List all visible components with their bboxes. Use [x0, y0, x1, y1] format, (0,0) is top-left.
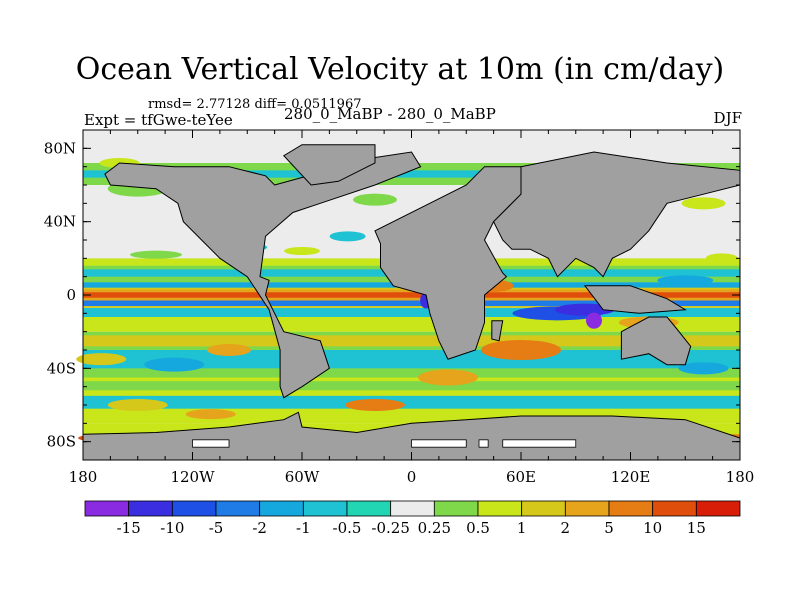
x-tick-label: 120W	[170, 468, 215, 486]
field-patch	[681, 197, 726, 210]
y-tick-label: 40N	[44, 213, 76, 231]
x-tick-label: 60W	[285, 468, 320, 486]
land-australia	[620, 316, 692, 366]
y-tick-label: 80N	[44, 139, 76, 157]
colorbar-label: -0.25	[371, 519, 409, 537]
field-patch	[76, 353, 127, 366]
equatorial-downwelling-band	[83, 300, 740, 306]
colorbar-label: 15	[687, 519, 706, 537]
land-antarctica	[82, 411, 741, 461]
field-patch	[481, 340, 561, 360]
field-patch	[284, 247, 320, 255]
colorbar-label: 10	[643, 519, 662, 537]
south-subtropic-band	[83, 350, 740, 369]
field-patch	[329, 231, 366, 242]
y-tick-label: 80S	[47, 433, 76, 451]
field-patch	[418, 369, 478, 386]
y-tick-label: 40S	[47, 359, 76, 377]
ice-shelf	[502, 439, 577, 448]
colorbar-label: 0.5	[466, 519, 490, 537]
stats-label: rmsd= 2.77128 diff= 0.0511967	[148, 97, 362, 112]
colorbar-label: -5	[209, 519, 224, 537]
y-tick-label: 0	[66, 286, 76, 304]
colorbar-swatch	[84, 500, 130, 517]
colorbar-label: 2	[561, 519, 571, 537]
x-tick-label: 180	[69, 468, 98, 486]
colorbar-label: -1	[296, 519, 311, 537]
colorbar-label: -0.5	[333, 519, 362, 537]
colorbar-swatch	[521, 500, 566, 517]
colorbar: -15 -10 -5 -2 -1 -0.5 -0.25 0.25 0.5 1 2 5 10 15	[84, 500, 741, 537]
colorbar-swatch	[171, 500, 217, 517]
x-tick-label: 180	[726, 468, 755, 486]
field-patch	[207, 344, 251, 356]
x-tick-label: 60E	[506, 468, 536, 486]
field-patch	[345, 399, 405, 411]
colorbar-label: -10	[160, 519, 184, 537]
southern-ocean-band	[83, 381, 740, 391]
colorbar-swatch	[695, 500, 741, 517]
land-mask	[82, 144, 741, 461]
field-patch	[554, 303, 615, 316]
chart-title: Ocean Vertical Velocity at 10m (in cm/da…	[75, 52, 725, 87]
land-greenland	[283, 144, 376, 186]
subpolar-band	[83, 170, 740, 178]
colorbar-swatch	[477, 500, 523, 517]
south-tropic-band	[83, 307, 740, 317]
equator-core-band	[83, 292, 740, 298]
colorbar-label: -15	[117, 519, 141, 537]
colorbar-swatch	[215, 500, 261, 517]
ice-shelf	[192, 439, 230, 448]
field-patch	[144, 357, 205, 372]
field-patch	[107, 399, 168, 411]
colorbar-swatch	[302, 500, 348, 517]
colorbar-swatch	[652, 500, 697, 517]
colorbar-label: -2	[252, 519, 267, 537]
field-patch	[678, 362, 729, 375]
colorbar-label: 0.25	[418, 519, 451, 537]
x-tick-label: 0	[407, 468, 417, 486]
land-indonesia	[583, 285, 687, 314]
colorbar-swatch	[564, 500, 610, 517]
field-patch	[130, 250, 182, 259]
colorbar-swatch	[608, 500, 654, 517]
colorbar-swatch	[346, 500, 392, 517]
colorbar-swatch	[433, 500, 479, 517]
land-madagascar	[491, 320, 504, 342]
colorbar-swatch	[128, 500, 173, 517]
field-patch	[353, 193, 397, 206]
season-label: DJF	[713, 109, 742, 127]
ice-shelf	[411, 439, 467, 448]
colorbar-swatch	[390, 500, 435, 517]
southern-ocean-band	[83, 395, 740, 409]
colorbar-swatch	[259, 500, 304, 517]
colorbar-label: 1	[517, 519, 527, 537]
field-patch	[185, 409, 236, 420]
land-africa-europe	[374, 166, 522, 360]
experiment-label: Expt = tfGwe-teYee	[84, 111, 233, 129]
colorbar-label: 5	[604, 519, 614, 537]
land-americas	[104, 151, 422, 399]
field-patch	[657, 275, 714, 286]
x-tick-label: 120E	[611, 468, 651, 486]
field-patch	[586, 312, 602, 329]
south-subtropic-band	[83, 335, 740, 347]
difference-label: 280_0_MaBP - 280_0_MaBP	[284, 105, 496, 123]
ice-shelf	[478, 439, 489, 448]
field-patch	[705, 253, 738, 264]
